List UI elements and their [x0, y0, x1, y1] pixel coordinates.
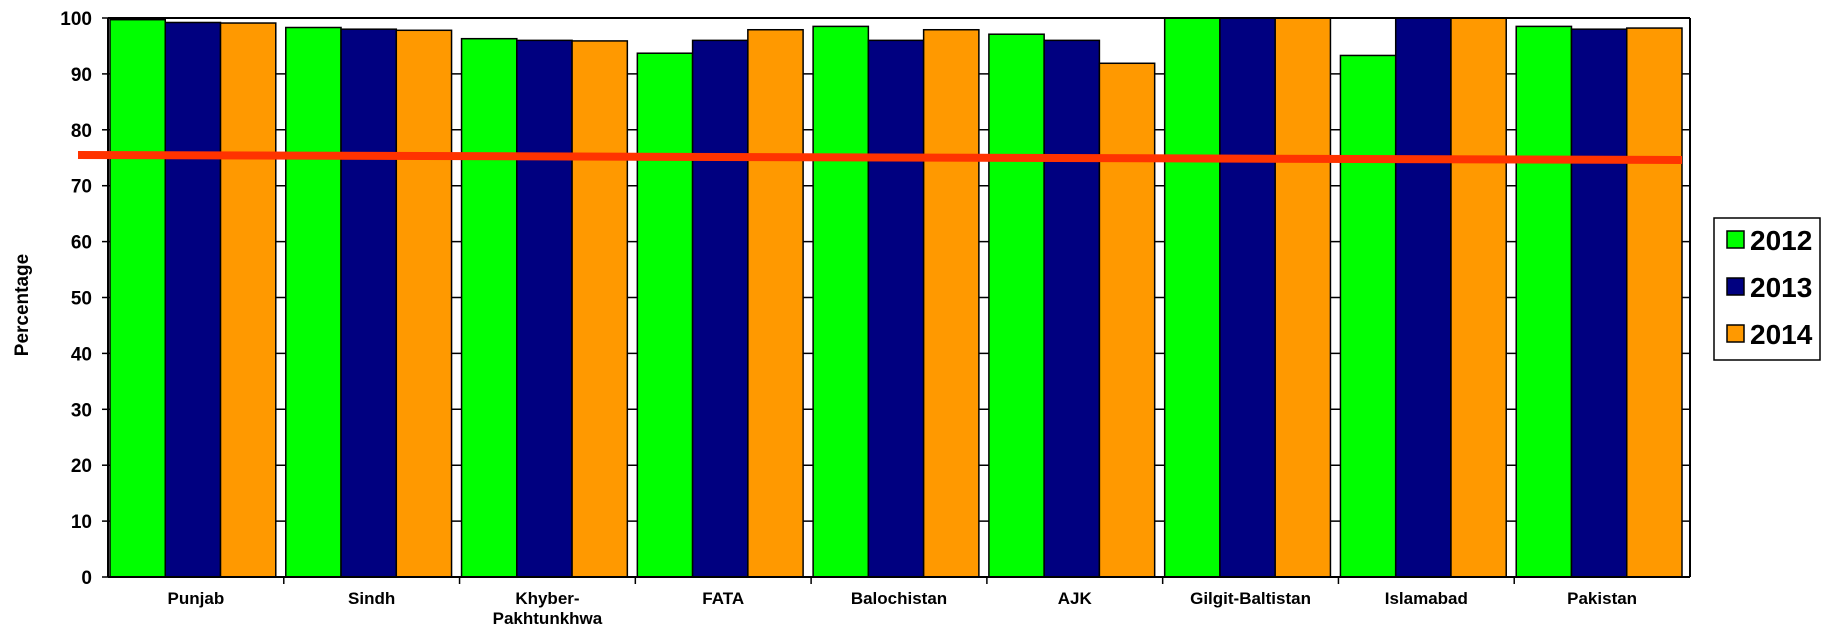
y-tick-label: 20	[71, 456, 92, 477]
bar-2014-4	[922, 28, 980, 578]
legend-label-2012: 2012	[1750, 225, 1812, 256]
y-tick-label: 60	[71, 233, 92, 254]
category-label: Balochistan	[851, 589, 947, 608]
bar-2012-5	[988, 33, 1045, 578]
legend-label-2014: 2014	[1750, 319, 1813, 350]
bar-2012-4	[812, 25, 870, 578]
bar-2014-6	[1274, 17, 1332, 578]
bar-2013-3	[691, 39, 749, 578]
legend-swatch-2013	[1726, 277, 1745, 296]
bar-2013-5	[1043, 39, 1101, 578]
reference-line-group	[77, 150, 1683, 164]
y-tick-label: 40	[71, 344, 92, 365]
y-tick-label: 80	[71, 121, 92, 142]
y-tick-label: 50	[71, 289, 92, 310]
y-tick-label: 70	[71, 177, 92, 198]
y-tick-label: 0	[81, 568, 92, 589]
category-label: Pakistan	[1567, 589, 1637, 608]
category-label: Islamabad	[1385, 589, 1468, 608]
y-tick-label: 100	[60, 9, 92, 30]
bar-2014-1	[395, 29, 453, 578]
bar-2012-6	[1163, 17, 1221, 578]
y-tick-label: 90	[71, 65, 92, 86]
bar-2014-8	[1625, 27, 1683, 578]
bar-2012-0	[109, 18, 167, 578]
x-category-labels: Punjab Sindh Khyber-Pakhtunkhwa FATA Balochi…	[168, 589, 1638, 626]
y-tick-label: 30	[71, 400, 92, 421]
category-label: Khyber-	[515, 589, 579, 608]
bar-2012-2	[460, 37, 518, 578]
bar-2013-1	[340, 28, 398, 578]
category-label: AJK	[1058, 589, 1093, 608]
category-label: Gilgit-Baltistan	[1190, 589, 1311, 608]
bar-2013-4	[867, 39, 925, 578]
bar-2012-3	[636, 52, 694, 578]
legend-label-2013: 2013	[1750, 272, 1812, 303]
bar-2013-8	[1570, 28, 1628, 578]
reference-line	[77, 150, 1683, 164]
bar-2013-0	[164, 21, 222, 578]
bar-2014-7	[1450, 17, 1507, 578]
bar-2012-8	[1515, 25, 1573, 578]
bar-2014-3	[747, 28, 804, 578]
category-label: Pakhtunkhwa	[493, 609, 603, 626]
category-label: Punjab	[168, 589, 225, 608]
bar-2014-5	[1098, 62, 1156, 578]
y-tick-label: 10	[71, 512, 92, 533]
legend-swatch-2014	[1726, 324, 1745, 343]
bar-2014-0	[219, 22, 277, 578]
bars	[109, 17, 1683, 578]
y-tick-labels: 0 10 20 30 40 50 60 70 80 90 100	[60, 9, 92, 589]
axes	[102, 17, 1691, 584]
category-label: Sindh	[348, 589, 395, 608]
y-axis-title: Percentage	[12, 254, 33, 356]
bar-2013-7	[1394, 17, 1452, 578]
legend: 2012 2013 2014	[1713, 217, 1821, 361]
category-label: FATA	[702, 589, 744, 608]
bar-2013-6	[1219, 17, 1276, 578]
bar-2012-7	[1339, 54, 1397, 578]
legend-swatch-2012	[1726, 230, 1745, 249]
bar-2013-2	[516, 39, 573, 578]
bar-2012-1	[285, 26, 342, 578]
bar-2014-2	[571, 40, 629, 578]
